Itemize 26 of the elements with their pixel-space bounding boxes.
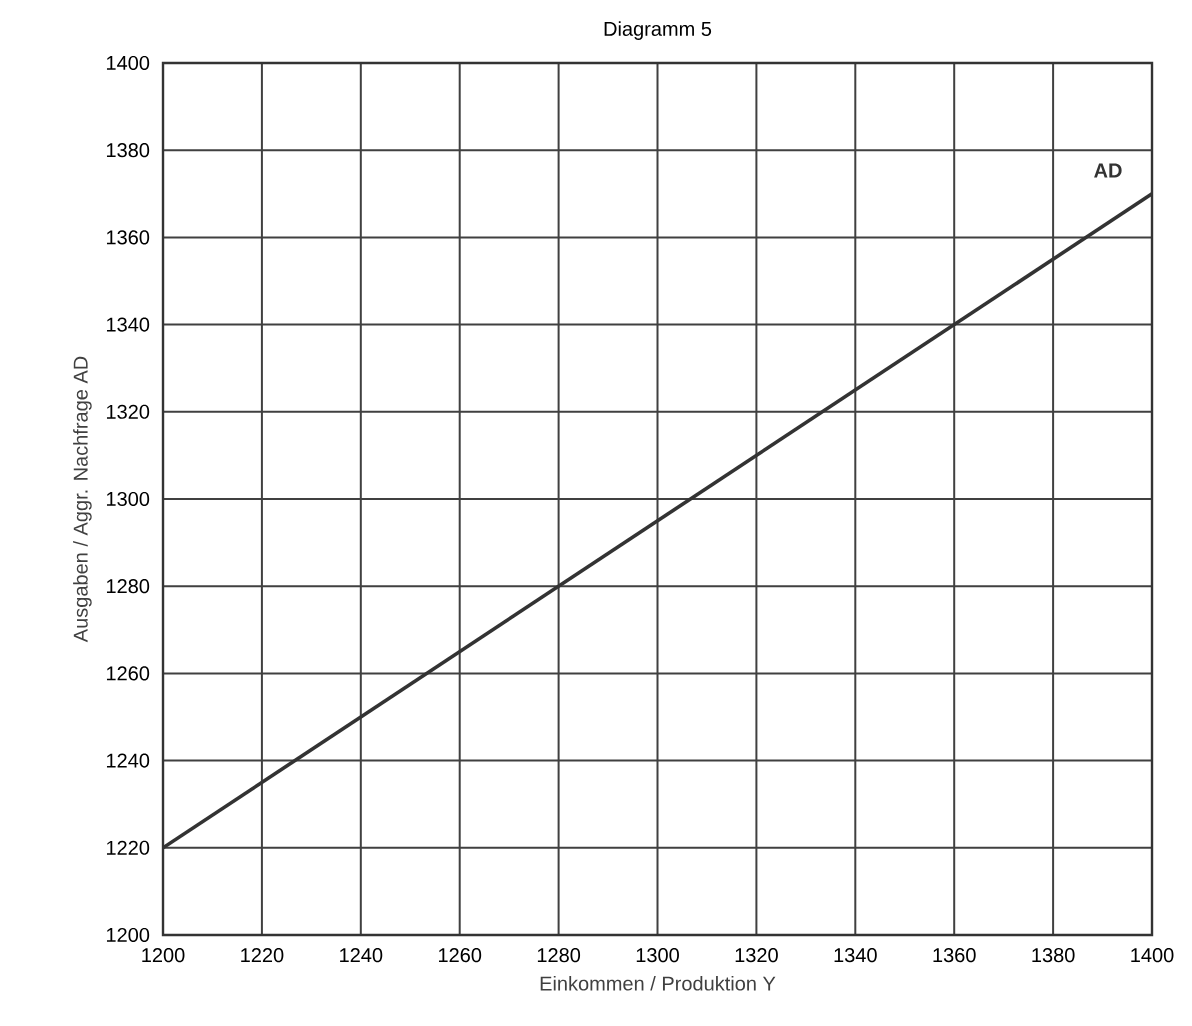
- x-tick-label: 1220: [241, 948, 284, 963]
- chart-title: Diagramm 5: [604, 21, 712, 40]
- y-tick-label: 1200: [106, 927, 150, 943]
- x-tick-label: 1280: [537, 948, 581, 963]
- x-axis-title: Einkommen / Produktion Y: [540, 975, 776, 991]
- y-tick-label: 1260: [106, 666, 150, 681]
- y-axis-title: Ausgaben / Aggr. Nachfrage AD: [73, 356, 92, 643]
- y-tick-label: 1300: [106, 491, 150, 507]
- x-tick-label: 1200: [142, 948, 185, 963]
- x-tick-label: 1240: [340, 948, 383, 963]
- y-tick-label: 1400: [106, 55, 150, 71]
- y-tick-label: 1360: [106, 230, 150, 245]
- y-tick-label: 1280: [106, 579, 150, 594]
- y-tick-label: 1240: [106, 753, 150, 768]
- x-tick-label: 1300: [636, 948, 679, 963]
- y-tick-label: 1320: [106, 404, 150, 419]
- y-tick-label: 1220: [106, 840, 150, 855]
- x-tick-label: 1320: [735, 948, 778, 963]
- x-tick-label: 1340: [834, 948, 877, 963]
- x-tick-label: 1400: [1131, 948, 1174, 963]
- series-label: AD: [1094, 163, 1122, 178]
- x-tick-label: 1260: [439, 948, 482, 963]
- y-tick-label: 1380: [106, 143, 150, 158]
- x-tick-label: 1360: [933, 948, 976, 963]
- x-tick-label: 1380: [1032, 948, 1075, 963]
- y-tick-label: 1340: [106, 317, 150, 332]
